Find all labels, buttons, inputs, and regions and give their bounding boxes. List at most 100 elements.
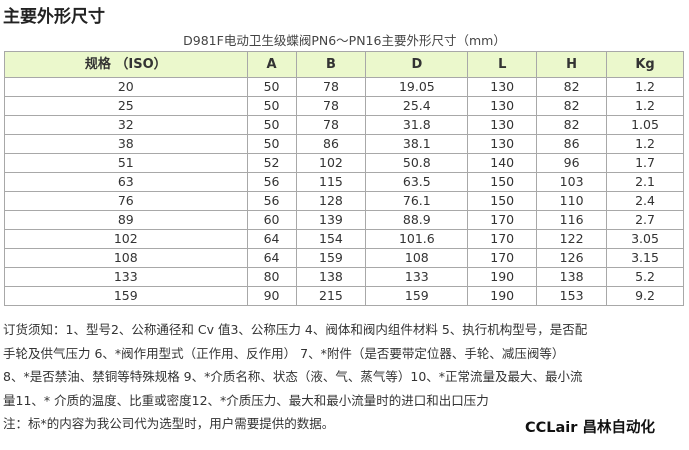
table-cell: 82	[536, 96, 608, 116]
column-header: Kg	[606, 51, 684, 78]
table-cell: 5.2	[606, 267, 684, 287]
table-cell: 82	[536, 77, 608, 97]
table-row: 20 50 78 19.05 130 82 1.2	[4, 77, 684, 97]
table-cell: 88.9	[365, 210, 469, 230]
table-cell: 133	[4, 267, 248, 287]
table-cell: 102	[295, 153, 367, 173]
table-row: 38 50 86 38.1 130 86 1.2	[4, 134, 684, 154]
table-cell: 3.05	[606, 229, 684, 249]
table-cell: 154	[295, 229, 367, 249]
table-cell: 159	[365, 286, 469, 306]
note-line: 8、*是否禁油、禁铜等特殊规格 9、*介质名称、状态（液、气、蒸气等）10、*正…	[3, 369, 583, 384]
table-cell: 64	[246, 229, 297, 249]
table-cell: 50	[246, 134, 297, 154]
table-cell: 139	[295, 210, 367, 230]
table-cell: 153	[536, 286, 608, 306]
table-cell: 115	[295, 172, 367, 192]
table-row: 25 50 78 25.4 130 82 1.2	[4, 96, 684, 116]
table-cell: 31.8	[365, 115, 469, 135]
note-line: 手轮及供气压力 6、*阀作用型式（正作用、反作用） 7、*附件（是否要带定位器、…	[3, 345, 565, 361]
table-cell: 63.5	[365, 172, 469, 192]
table-cell: 2.1	[606, 172, 684, 192]
order-notes: 订货须知：1、型号2、公称通径和 Cv 值3、公称压力 4、阀体和阀内组件材料 …	[3, 318, 689, 436]
table-cell: 52	[246, 153, 297, 173]
table-cell: 64	[246, 248, 297, 268]
table-cell: 1.2	[606, 134, 684, 154]
table-cell: 1.7	[606, 153, 684, 173]
column-header: 规格 （ISO）	[4, 51, 248, 78]
table-cell: 108	[4, 248, 248, 268]
table-cell: 50	[246, 77, 297, 97]
table-cell: 108	[365, 248, 469, 268]
table-cell: 170	[467, 229, 538, 249]
table-cell: 130	[467, 77, 538, 97]
table-cell: 63	[4, 172, 248, 192]
table-cell: 60	[246, 210, 297, 230]
table-row: 159 90 215 159 190 153 9.2	[4, 286, 684, 306]
table-cell: 86	[295, 134, 367, 154]
column-header: A	[246, 51, 297, 78]
table-cell: 190	[467, 267, 538, 287]
table-cell: 190	[467, 286, 538, 306]
table-cell: 76.1	[365, 191, 469, 211]
column-header: B	[295, 51, 367, 78]
table-row: 108 64 159 108 170 126 3.15	[4, 248, 684, 268]
table-cell: 170	[467, 210, 538, 230]
table-cell: 78	[295, 77, 367, 97]
table-cell: 80	[246, 267, 297, 287]
table-cell: 50	[246, 115, 297, 135]
table-cell: 56	[246, 172, 297, 192]
table-caption: D981F电动卫生级蝶阀PN6～PN16主要外形尺寸（mm）	[183, 33, 506, 48]
table-cell: 86	[536, 134, 608, 154]
column-header: H	[536, 51, 608, 78]
table-cell: 170	[467, 248, 538, 268]
table-cell: 78	[295, 96, 367, 116]
table-cell: 140	[467, 153, 538, 173]
note-line: 量11、* 介质的温度、比重或密度12、*介质压力、最大和最小流量时的进口和出口…	[3, 392, 489, 408]
table-cell: 150	[467, 191, 538, 211]
table-row: 76 56 128 76.1 150 110 2.4	[4, 191, 684, 211]
table-cell: 25.4	[365, 96, 469, 116]
note-line: 注：标*的内容为我公司代为选型时，用户需要提供的数据。	[3, 416, 335, 431]
note-line: 订货须知：1、型号2、公称通径和 Cv 值3、公称压力 4、阀体和阀内组件材料 …	[3, 322, 588, 337]
table-row: 133 80 138 133 190 138 5.2	[4, 267, 684, 287]
table-cell: 110	[536, 191, 608, 211]
table-cell: 90	[246, 286, 297, 306]
table-cell: 130	[467, 134, 538, 154]
table-cell: 50	[246, 96, 297, 116]
table-row: 102 64 154 101.6 170 122 3.05	[4, 229, 684, 249]
table-cell: 3.15	[606, 248, 684, 268]
table-cell: 50.8	[365, 153, 469, 173]
table-cell: 2.4	[606, 191, 684, 211]
watermark-logo: CCLair 昌林自动化	[525, 420, 655, 436]
table-cell: 128	[295, 191, 367, 211]
table-cell: 89	[4, 210, 248, 230]
table-cell: 82	[536, 115, 608, 135]
column-header: L	[467, 51, 538, 78]
table-cell: 102	[4, 229, 248, 249]
table-row: 51 52 102 50.8 140 96 1.7	[4, 153, 684, 173]
table-cell: 38.1	[365, 134, 469, 154]
table-cell: 32	[4, 115, 248, 135]
table-cell: 20	[4, 77, 248, 97]
table-cell: 56	[246, 191, 297, 211]
dimensions-table: 规格 （ISO） A B D L H Kg 20 50 78 19.05 130 82 1.2 25 50 7…	[4, 51, 684, 306]
table-cell: 130	[467, 96, 538, 116]
table-cell: 133	[365, 267, 469, 287]
table-cell: 215	[295, 286, 367, 306]
section-title: 主要外形尺寸	[3, 7, 105, 27]
column-header: D	[365, 51, 469, 78]
table-cell: 116	[536, 210, 608, 230]
table-cell: 2.7	[606, 210, 684, 230]
table-cell: 130	[467, 115, 538, 135]
table-row: 32 50 78 31.8 130 82 1.05	[4, 115, 684, 135]
table-row: 89 60 139 88.9 170 116 2.7	[4, 210, 684, 230]
table-row: 63 56 115 63.5 150 103 2.1	[4, 172, 684, 192]
table-cell: 1.05	[606, 115, 684, 135]
table-cell: 159	[4, 286, 248, 306]
table-cell: 103	[536, 172, 608, 192]
table-cell: 159	[295, 248, 367, 268]
table-cell: 78	[295, 115, 367, 135]
table-cell: 96	[536, 153, 608, 173]
table-cell: 9.2	[606, 286, 684, 306]
